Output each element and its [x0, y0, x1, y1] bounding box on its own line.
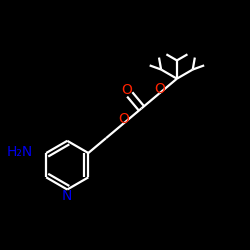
Text: N: N [62, 188, 72, 202]
Text: H₂N: H₂N [6, 145, 33, 159]
Text: O: O [154, 82, 165, 96]
Text: O: O [122, 83, 132, 97]
Text: O: O [118, 112, 129, 126]
